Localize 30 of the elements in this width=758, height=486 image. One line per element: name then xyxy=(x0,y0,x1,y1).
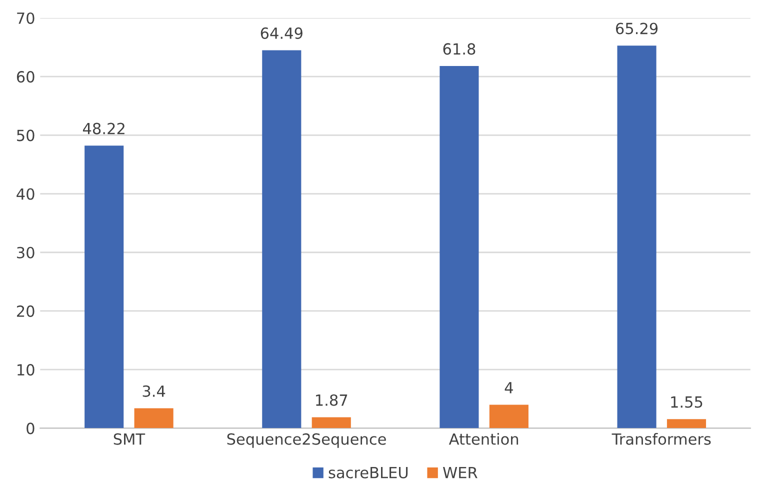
legend-label: sacreBLEU xyxy=(328,466,408,478)
data-label: 3.4 xyxy=(142,385,166,397)
x-tick-label: Attention xyxy=(448,433,518,445)
y-tick-label: 30 xyxy=(17,246,34,258)
y-tick-label: 60 xyxy=(16,71,34,83)
data-label: 64.49 xyxy=(260,27,302,39)
bar xyxy=(666,419,706,428)
data-label: 4 xyxy=(504,382,513,394)
bar xyxy=(617,46,656,428)
data-label: 1.55 xyxy=(671,396,702,408)
bar xyxy=(84,146,124,428)
y-tick-label: 20 xyxy=(16,305,34,317)
y-tick-label: 50 xyxy=(17,130,34,142)
y-tick-label: 40 xyxy=(16,188,34,200)
data-label: 1.87 xyxy=(316,394,348,406)
bar xyxy=(489,404,528,428)
data-label: 48.22 xyxy=(82,122,124,134)
y-tick-label: 0 xyxy=(26,422,34,434)
bar xyxy=(134,408,174,428)
y-tick-label: 70 xyxy=(17,12,34,24)
y-tick-label: 10 xyxy=(18,364,34,376)
x-tick-label: SMT xyxy=(114,433,146,445)
data-label: 61.8 xyxy=(443,43,476,55)
bar xyxy=(440,66,479,428)
x-tick-label: Transformers xyxy=(612,433,711,445)
bar xyxy=(262,50,302,428)
data-label: 65.29 xyxy=(616,22,658,34)
bar xyxy=(312,417,351,428)
legend-label: WER xyxy=(443,466,478,478)
x-tick-label: Sequence2Sequence xyxy=(227,433,386,448)
